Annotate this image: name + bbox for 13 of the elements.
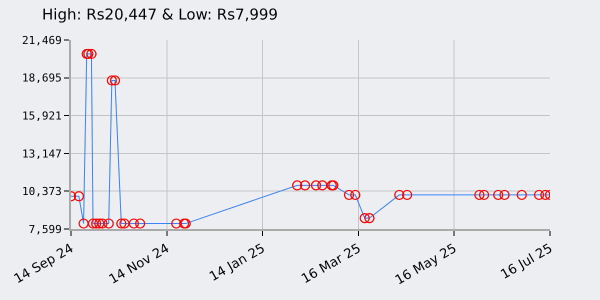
y-tick-label: 15,921	[22, 109, 62, 122]
x-tick-label: 14 Jan 25	[207, 241, 268, 285]
x-tick-label: 16 Jul 25	[498, 241, 556, 283]
x-tick-label: 14 Sep 24	[12, 241, 76, 288]
x-tick-label: 16 May 25	[392, 241, 460, 288]
x-tick-label: 16 Mar 25	[299, 241, 364, 288]
x-tick-label: 14 Nov 24	[106, 241, 172, 288]
y-tick-label: 7,599	[28, 222, 62, 236]
y-tick-label: 13,147	[22, 147, 62, 160]
y-tick-label: 21,469	[22, 34, 62, 47]
y-tick-label: 18,695	[22, 72, 62, 85]
chart-title: High: Rs20,447 & Low: Rs7,999	[42, 6, 278, 24]
y-tick-label: 10,373	[22, 185, 62, 198]
